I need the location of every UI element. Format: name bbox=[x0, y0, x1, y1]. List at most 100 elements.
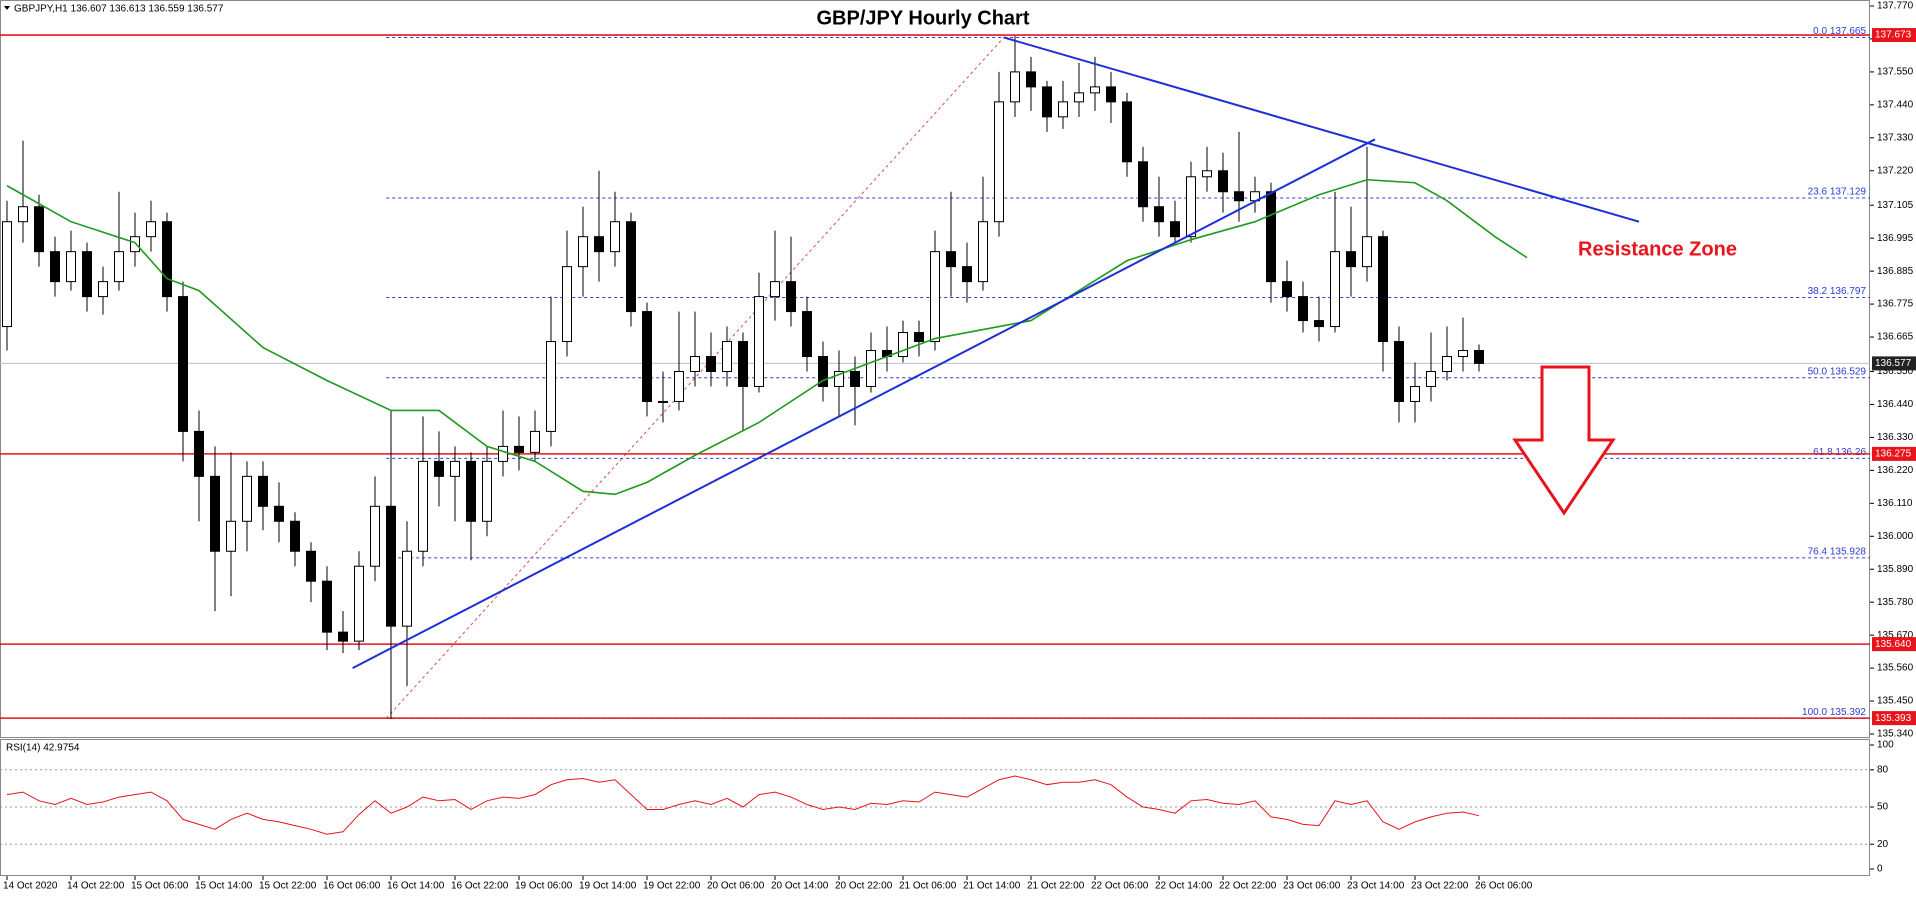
candle-body bbox=[2, 221, 12, 328]
y-tick-label: 136.220 bbox=[1877, 465, 1914, 476]
candle-body bbox=[466, 460, 476, 522]
candle-body bbox=[66, 251, 76, 283]
candle-body bbox=[1234, 191, 1244, 202]
candle-body bbox=[914, 332, 924, 343]
y-tick-label: 135.450 bbox=[1877, 696, 1914, 707]
candle-body bbox=[322, 580, 332, 633]
candle-body bbox=[626, 221, 636, 313]
candle-body bbox=[242, 475, 252, 522]
candle-body bbox=[370, 505, 380, 567]
candle-body bbox=[1314, 320, 1324, 328]
candle-body bbox=[1058, 101, 1068, 118]
y-tick-label: 137.770 bbox=[1877, 1, 1914, 12]
candle-body bbox=[722, 341, 732, 372]
x-tick-label: 21 Oct 14:00 bbox=[963, 881, 1021, 892]
candle-body bbox=[962, 266, 972, 283]
candle-body bbox=[1378, 236, 1388, 343]
x-tick-label: 26 Oct 06:00 bbox=[1475, 881, 1533, 892]
rsi-line bbox=[6, 775, 1480, 835]
y-tick-label: 136.110 bbox=[1877, 498, 1913, 509]
candle-body bbox=[274, 505, 284, 522]
candle-body bbox=[482, 460, 492, 522]
y-tick-label: 136.995 bbox=[1877, 233, 1914, 244]
candle-body bbox=[1442, 356, 1452, 372]
x-tick-label: 16 Oct 14:00 bbox=[387, 881, 445, 892]
candle-body bbox=[34, 206, 44, 253]
candle-body bbox=[114, 251, 124, 283]
fib-label: 0.0 137.665 bbox=[1813, 26, 1866, 37]
candle-body bbox=[930, 251, 940, 343]
candle-body bbox=[162, 221, 172, 298]
candle-body bbox=[1266, 191, 1276, 283]
candle-body bbox=[498, 445, 508, 462]
fib-label: 38.2 136.797 bbox=[1808, 286, 1867, 297]
y-tick-label: 136.440 bbox=[1877, 399, 1914, 410]
candle-body bbox=[642, 311, 652, 402]
candle-body bbox=[802, 311, 812, 358]
candle-body bbox=[1074, 92, 1084, 103]
candle-body bbox=[386, 505, 396, 627]
candle-body bbox=[1106, 86, 1116, 103]
candle-body bbox=[1298, 296, 1308, 322]
y-tick-label: 137.550 bbox=[1877, 67, 1914, 78]
candle-body bbox=[82, 251, 92, 298]
level-label: 135.393 bbox=[1875, 713, 1912, 724]
annotation: Resistance Zone bbox=[1578, 238, 1737, 260]
candle-body bbox=[898, 332, 908, 358]
candle-body bbox=[594, 236, 604, 253]
x-tick-label: 21 Oct 06:00 bbox=[899, 881, 957, 892]
candle-body bbox=[1362, 236, 1372, 268]
candle-body bbox=[818, 356, 828, 387]
candle-body bbox=[1410, 385, 1420, 402]
candle-body bbox=[834, 370, 844, 387]
candle-body bbox=[1282, 281, 1292, 298]
candle-body bbox=[354, 565, 364, 642]
candle-body bbox=[1122, 101, 1132, 163]
candle-body bbox=[258, 475, 268, 507]
candle-body bbox=[130, 236, 140, 253]
y-tick-label: 136.000 bbox=[1877, 531, 1914, 542]
candle-body bbox=[1090, 86, 1100, 94]
y-tick-label: 136.665 bbox=[1877, 332, 1914, 343]
x-tick-label: 19 Oct 22:00 bbox=[643, 881, 701, 892]
level-label: 136.275 bbox=[1875, 449, 1912, 460]
x-tick-label: 23 Oct 22:00 bbox=[1411, 881, 1469, 892]
candle-body bbox=[1186, 176, 1196, 238]
level-tag bbox=[1872, 28, 1916, 43]
down-arrow bbox=[1512, 365, 1616, 516]
x-tick-label: 23 Oct 06:00 bbox=[1283, 881, 1341, 892]
y-tick-label: 135.890 bbox=[1877, 564, 1914, 575]
candle-body bbox=[850, 370, 860, 387]
candle-body bbox=[1042, 86, 1052, 118]
candle-body bbox=[210, 475, 220, 552]
y-tick-label: 135.780 bbox=[1877, 597, 1914, 608]
x-tick-label: 20 Oct 22:00 bbox=[835, 881, 893, 892]
candle-body bbox=[738, 341, 748, 387]
trendline bbox=[352, 138, 1376, 669]
candle-body bbox=[562, 266, 572, 343]
candle-body bbox=[754, 296, 764, 387]
y-tick-label: 136.775 bbox=[1877, 299, 1914, 310]
candle-body bbox=[770, 281, 780, 298]
x-tick-label: 20 Oct 14:00 bbox=[771, 881, 829, 892]
candle-body bbox=[610, 221, 620, 253]
candle-body bbox=[946, 251, 956, 268]
x-tick-label: 22 Oct 06:00 bbox=[1091, 881, 1149, 892]
level-tag bbox=[1872, 637, 1916, 652]
x-tick-label: 19 Oct 06:00 bbox=[515, 881, 573, 892]
candle-body bbox=[1202, 170, 1212, 178]
level-tag bbox=[1872, 711, 1916, 726]
candle-body bbox=[418, 460, 428, 552]
candle-body bbox=[1330, 251, 1340, 328]
fib-label: 50.0 136.529 bbox=[1808, 366, 1867, 377]
candle-body bbox=[18, 206, 28, 223]
rsi-label: RSI(14) 42.9754 bbox=[6, 743, 80, 754]
candle-body bbox=[786, 281, 796, 313]
y-tick-label: 137.330 bbox=[1877, 132, 1914, 143]
candle-body bbox=[1394, 341, 1404, 402]
x-tick-label: 21 Oct 22:00 bbox=[1027, 881, 1085, 892]
x-tick-label: 15 Oct 22:00 bbox=[259, 881, 317, 892]
candle-body bbox=[1170, 221, 1180, 238]
